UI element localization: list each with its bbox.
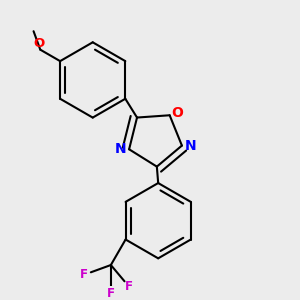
Text: N: N	[115, 142, 127, 156]
Text: N: N	[184, 139, 196, 153]
Text: O: O	[33, 37, 44, 50]
Text: F: F	[125, 280, 133, 293]
Text: F: F	[80, 268, 88, 281]
Text: O: O	[171, 106, 183, 120]
Text: F: F	[107, 287, 115, 300]
